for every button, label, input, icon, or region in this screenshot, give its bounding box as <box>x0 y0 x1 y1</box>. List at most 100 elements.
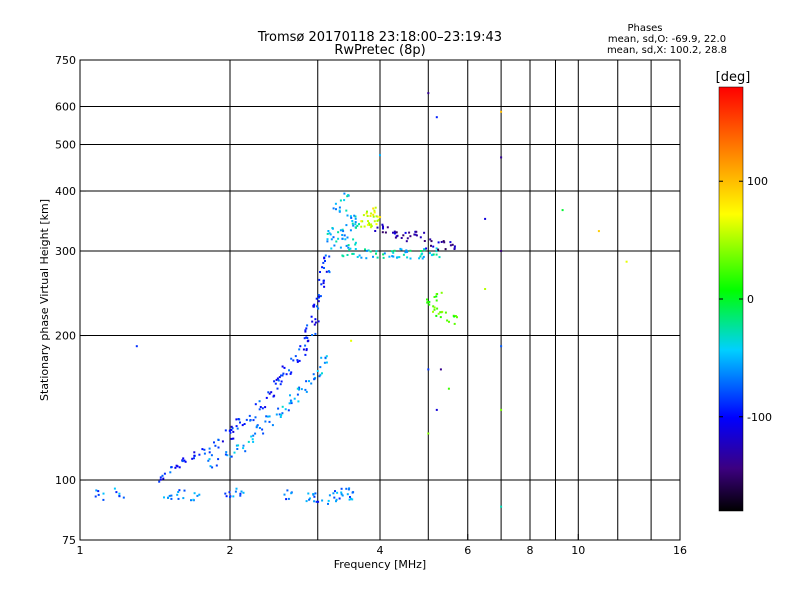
data-point <box>354 223 357 226</box>
data-point <box>435 314 438 317</box>
data-point <box>193 492 196 495</box>
data-point <box>394 236 397 239</box>
data-point <box>297 400 300 403</box>
data-point <box>386 226 389 229</box>
data-point <box>281 412 284 415</box>
data-point <box>271 424 274 427</box>
data-point <box>362 214 365 217</box>
data-point <box>326 240 329 243</box>
data-point <box>311 320 314 323</box>
data-point <box>351 252 354 255</box>
data-point <box>283 493 286 496</box>
data-point <box>305 500 308 503</box>
data-point <box>314 318 317 321</box>
data-point <box>287 409 290 412</box>
data-point <box>339 246 342 249</box>
data-point <box>421 257 424 260</box>
data-point <box>400 248 403 251</box>
data-point <box>239 421 241 424</box>
data-point <box>208 451 211 454</box>
data-point <box>296 387 299 390</box>
data-point <box>374 230 377 232</box>
data-point <box>435 253 438 256</box>
data-point <box>395 235 398 238</box>
data-point <box>432 305 435 308</box>
data-point <box>426 298 428 301</box>
data-point <box>370 212 373 215</box>
phase-x-stats: mean, sd,X: 100.2, 28.8 <box>607 45 727 56</box>
data-point <box>370 223 373 226</box>
data-point <box>285 373 288 376</box>
data-point <box>193 454 196 457</box>
data-point <box>306 324 309 327</box>
data-point <box>365 249 368 252</box>
data-point <box>314 492 317 495</box>
data-point <box>448 320 450 323</box>
data-point <box>346 195 349 198</box>
data-point <box>293 397 296 400</box>
data-point <box>313 377 316 380</box>
data-point <box>379 154 381 157</box>
data-point <box>245 418 248 421</box>
data-point <box>453 245 456 248</box>
data-point <box>215 464 218 467</box>
data-point <box>170 497 173 500</box>
data-point <box>115 491 118 494</box>
data-point <box>374 206 377 209</box>
data-point <box>398 256 401 259</box>
data-point <box>198 493 201 496</box>
data-point <box>236 448 239 450</box>
data-point <box>419 236 422 239</box>
data-point <box>191 457 194 460</box>
data-point <box>388 255 391 258</box>
data-point <box>343 192 346 195</box>
data-point <box>201 448 204 451</box>
data-point <box>484 217 487 220</box>
data-point <box>273 380 276 383</box>
data-point <box>292 359 295 362</box>
data-point <box>161 474 164 477</box>
data-point <box>318 278 321 281</box>
data-point <box>346 254 349 256</box>
data-point <box>304 344 307 347</box>
data-point <box>323 267 325 269</box>
data-point <box>315 297 318 300</box>
data-point <box>261 428 264 431</box>
data-point <box>337 231 340 234</box>
data-point <box>350 216 353 219</box>
data-point <box>324 356 327 359</box>
data-point <box>294 355 297 358</box>
data-point <box>95 489 98 492</box>
data-point <box>254 416 257 419</box>
data-point <box>320 356 323 359</box>
data-point <box>453 322 456 325</box>
data-point <box>287 497 290 500</box>
data-point <box>366 210 368 213</box>
data-point <box>221 440 224 443</box>
data-point <box>354 221 357 224</box>
data-point <box>349 496 351 498</box>
data-point <box>228 429 231 432</box>
data-point <box>356 224 359 227</box>
data-point <box>396 256 399 259</box>
data-point <box>391 255 394 258</box>
chart-subtitle: RwPretec (8p) <box>334 43 425 58</box>
data-point <box>340 487 343 490</box>
data-point <box>255 425 258 428</box>
data-point <box>305 390 308 393</box>
data-point <box>265 396 268 399</box>
data-point <box>428 252 431 255</box>
data-point <box>437 241 440 244</box>
data-point <box>348 487 351 490</box>
data-point <box>232 495 235 498</box>
data-point <box>454 315 457 317</box>
data-point <box>224 429 227 432</box>
data-point <box>348 498 351 501</box>
data-point <box>335 500 337 503</box>
data-point <box>290 400 293 403</box>
y-tick-label: 400 <box>55 185 76 198</box>
data-point <box>268 420 271 423</box>
data-point <box>399 247 402 250</box>
data-point <box>349 215 352 218</box>
